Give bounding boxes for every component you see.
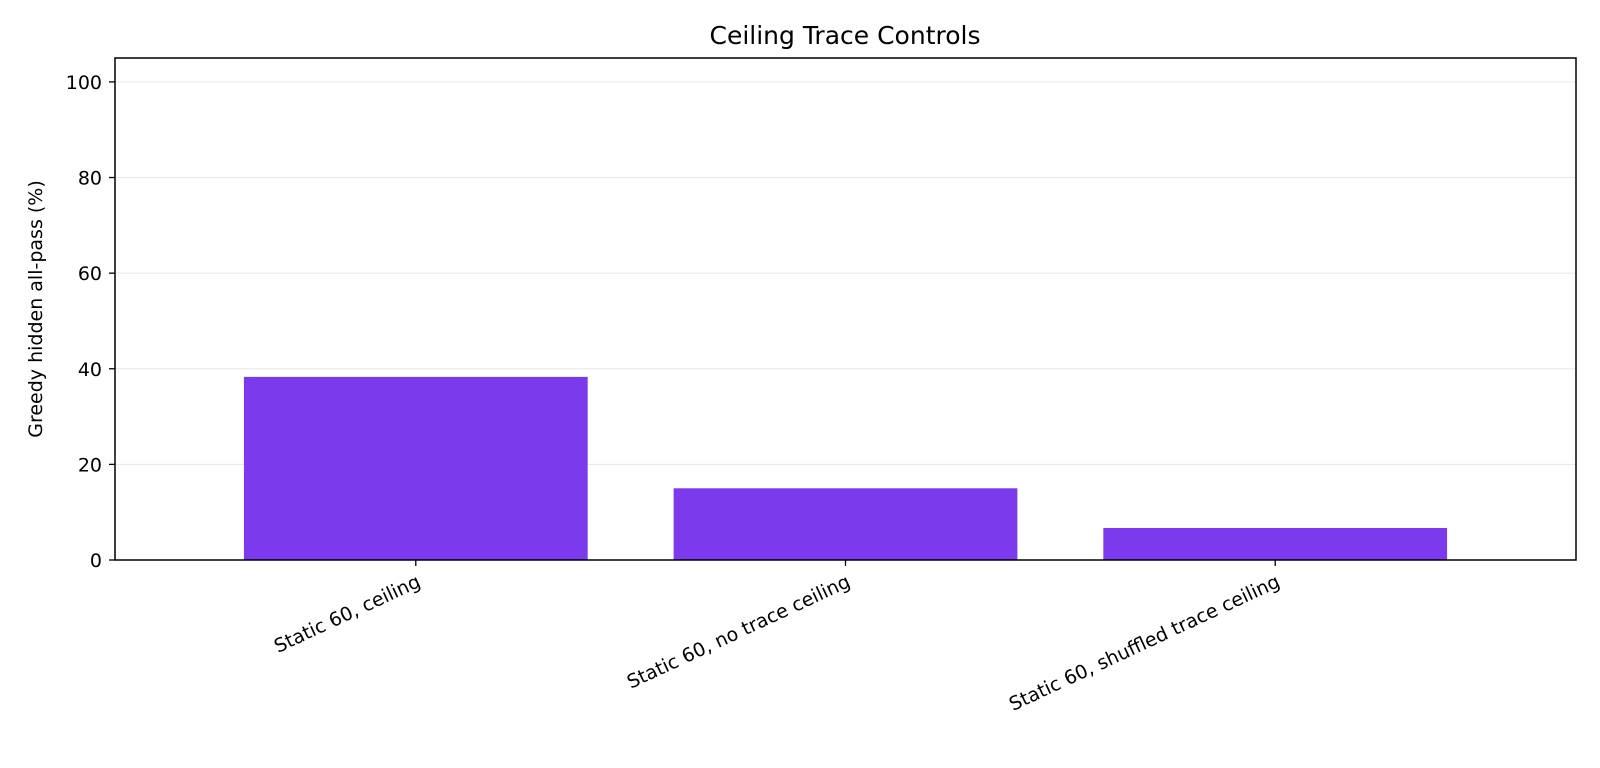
y-tick-label: 0 [90,550,102,572]
chart-title: Ceiling Trace Controls [710,21,981,50]
bar [243,376,588,560]
bars [243,376,1448,560]
bar [1103,527,1448,560]
y-tick-label: 100 [66,72,102,94]
x-tick-label: Static 60, no trace ceiling [624,571,854,694]
y-axis-label: Greedy hidden all-pass (%) [25,180,47,438]
y-tick-label: 40 [78,359,102,381]
x-tick-label: Static 60, shuffled trace ceiling [1006,571,1283,716]
x-tick-label: Static 60, ceiling [271,571,424,658]
y-axis-ticks: 0 20 40 60 80 100 [66,72,115,572]
y-tick-label: 60 [78,263,102,285]
x-axis-ticks: Static 60, ceiling Static 60, no trace ce… [271,560,1283,716]
y-tick-label: 20 [78,454,102,476]
bar [673,488,1018,560]
y-tick-label: 80 [78,168,102,190]
